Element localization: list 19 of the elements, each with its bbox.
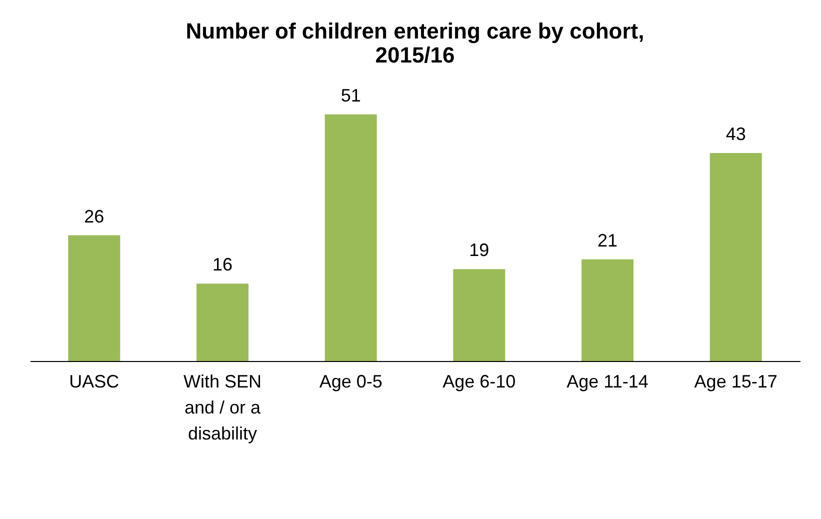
bar <box>582 259 634 361</box>
chart-title: Number of children entering care by cohort, 2015/16 <box>186 18 644 68</box>
data-label: 51 <box>340 85 361 106</box>
bar <box>453 269 506 361</box>
bar <box>68 235 120 361</box>
x-tick-label: Age 0-5 <box>319 372 382 392</box>
bar <box>710 153 762 361</box>
data-label: 43 <box>726 124 746 144</box>
data-label: 26 <box>84 206 104 226</box>
data-label: 19 <box>469 240 490 260</box>
x-tick-label: UASC <box>69 372 120 392</box>
data-label: 21 <box>597 230 618 250</box>
data-label: 16 <box>212 254 233 275</box>
x-tick-label: With SEN and / or a disability <box>183 372 262 444</box>
bar <box>196 284 248 361</box>
x-tick-label: Age 6-10 <box>442 372 516 392</box>
x-tick-label: Age 11-14 <box>566 372 648 392</box>
x-tick-label: Age 15-17 <box>694 372 778 392</box>
bar <box>324 114 377 361</box>
